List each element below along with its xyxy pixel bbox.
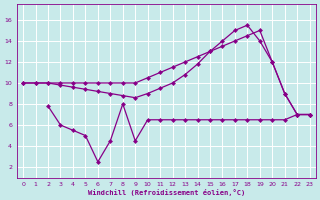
X-axis label: Windchill (Refroidissement éolien,°C): Windchill (Refroidissement éolien,°C) xyxy=(88,189,245,196)
